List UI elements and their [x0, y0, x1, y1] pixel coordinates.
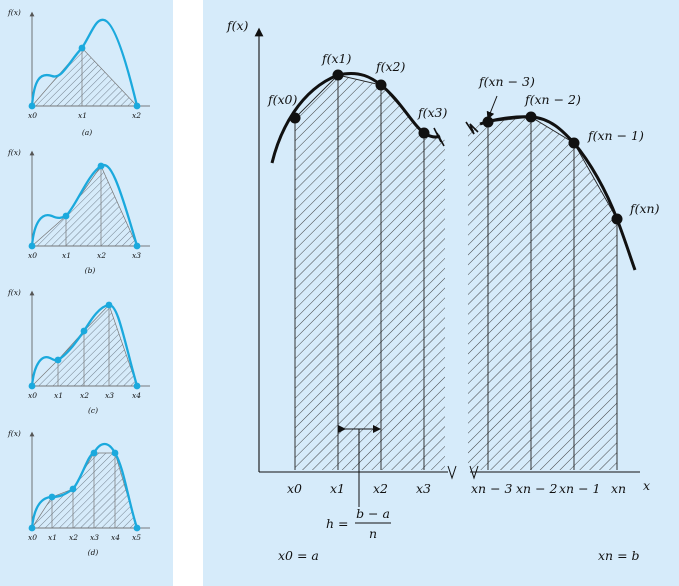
- node-point: [78, 44, 86, 52]
- node-point: [111, 449, 119, 457]
- tick-label: x3: [105, 391, 114, 400]
- h-formula-numerator: b − a: [356, 506, 390, 521]
- node-point: [28, 102, 36, 110]
- tick-label: x2: [69, 533, 78, 542]
- node-point: [525, 111, 537, 123]
- node-point: [289, 112, 301, 124]
- tick-label: x1: [78, 111, 87, 120]
- point-label: f(x2): [375, 59, 406, 74]
- small-plot-a: f(x) x0 x1 x2 (a): [7, 8, 150, 137]
- y-axis-label: f(x): [226, 18, 249, 33]
- point-label: f(xn): [629, 201, 660, 216]
- label-pointer: [486, 95, 498, 120]
- node-point: [54, 356, 62, 364]
- curve-break: [465, 121, 479, 135]
- tick-label: x0: [28, 251, 37, 260]
- tick-label: x1: [48, 533, 57, 542]
- node-point: [133, 382, 141, 390]
- point-label: f(x1): [321, 51, 352, 66]
- y-axis-label: f(x): [7, 429, 21, 438]
- node-point: [133, 242, 141, 250]
- tick-label: x2: [80, 391, 89, 400]
- node-point: [80, 327, 88, 335]
- node-point: [133, 102, 141, 110]
- tick-label: x2: [97, 251, 106, 260]
- trapezoid-area: [31, 47, 138, 107]
- node-point: [28, 382, 36, 390]
- small-plot-c: f(x) x0 x1 x2 x3 x4 (c): [7, 288, 150, 415]
- node-point: [69, 485, 77, 493]
- node-point: [332, 69, 344, 81]
- h-formula-lhs: h =: [326, 516, 349, 531]
- small-plot-d: f(x) x0 x1 x2 x3 x4 x5 (d): [7, 429, 150, 557]
- tick-label: x0: [28, 111, 37, 120]
- tick-label: xn − 3: [471, 481, 513, 496]
- tick-label: x4: [132, 391, 141, 400]
- node-point: [62, 212, 70, 220]
- node-point: [28, 524, 36, 532]
- caption: (a): [82, 128, 92, 137]
- tick-label: x4: [111, 533, 120, 542]
- main-plot: f(x) x f(x0) f(x1) f(x2) f(x3) f(xn − 3)…: [226, 18, 660, 563]
- y-axis-label: f(x): [7, 8, 21, 17]
- tick-label: x3: [416, 481, 431, 496]
- node-point: [482, 116, 494, 128]
- node-point: [611, 213, 623, 225]
- tick-label: x0: [287, 481, 302, 496]
- point-label: f(x0): [267, 92, 298, 107]
- tick-label: x0: [28, 391, 37, 400]
- y-axis-label: f(x): [7, 148, 21, 157]
- function-curve: [30, 303, 139, 387]
- curve-break: [433, 127, 445, 147]
- tick-label: xn: [611, 481, 626, 496]
- caption: (c): [88, 406, 98, 415]
- tick-label: x5: [132, 533, 141, 542]
- caption: (b): [85, 266, 96, 275]
- area-left: [295, 75, 445, 470]
- point-label: f(xn − 1): [587, 128, 644, 143]
- node-point: [418, 127, 430, 139]
- point-label: f(x3): [417, 105, 448, 120]
- axis-break: [469, 465, 479, 480]
- x-axis-label: x: [643, 478, 650, 493]
- caption: (d): [88, 548, 99, 557]
- tick-label: x1: [330, 481, 345, 496]
- strip-outline-right: [487, 116, 618, 470]
- x0-equals-a: x0 = a: [278, 548, 319, 563]
- tick-label: x2: [373, 481, 388, 496]
- area-right: [468, 117, 617, 470]
- node-point: [28, 242, 36, 250]
- trapezoid-area: [31, 304, 138, 387]
- xn-equals-b: xn = b: [598, 548, 640, 563]
- node-point: [568, 137, 580, 149]
- node-point: [97, 162, 105, 170]
- node-point: [48, 493, 56, 501]
- tick-label: x1: [62, 251, 71, 260]
- point-label: f(xn − 3): [478, 74, 535, 89]
- tick-label: x3: [132, 251, 141, 260]
- node-point: [133, 524, 141, 532]
- y-axis-label: f(x): [7, 288, 21, 297]
- h-formula-denominator: n: [369, 526, 377, 541]
- tick-label: xn − 2: [516, 481, 558, 496]
- node-point: [105, 301, 113, 309]
- point-label: f(xn − 2): [524, 92, 581, 107]
- axis-break: [447, 465, 457, 480]
- trapezoid-area: [31, 452, 138, 529]
- tick-label: x3: [90, 533, 99, 542]
- node-point: [375, 79, 387, 91]
- tick-label: x2: [132, 111, 141, 120]
- tick-label: x0: [28, 533, 37, 542]
- tick-label: x1: [54, 391, 63, 400]
- small-plot-b: f(x) x0 x1 x2 x3 (b): [7, 148, 150, 275]
- node-point: [90, 449, 98, 457]
- strip-outline-left: [294, 74, 425, 470]
- tick-label: xn − 1: [559, 481, 600, 496]
- trapezoid-area: [31, 165, 138, 247]
